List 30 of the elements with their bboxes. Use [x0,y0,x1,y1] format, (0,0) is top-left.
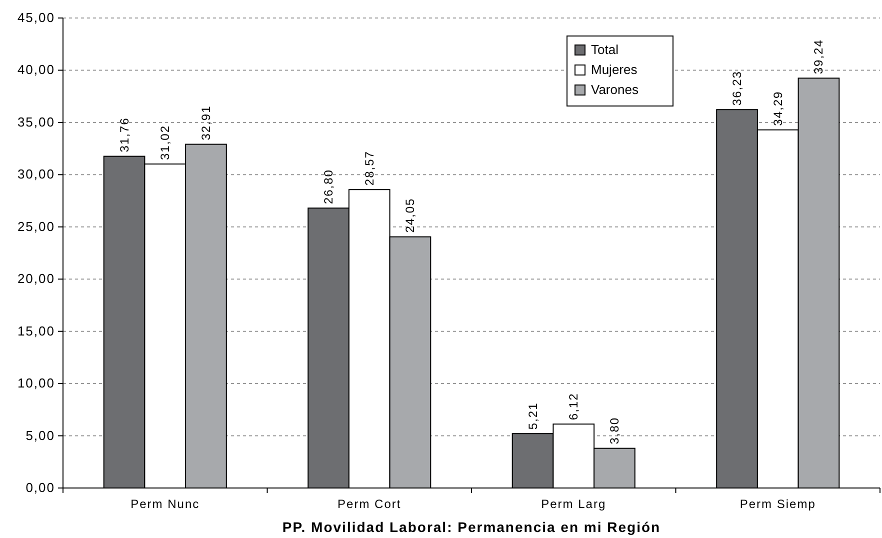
y-tick-label: 40,00 [17,62,55,78]
legend-label: Varones [591,82,639,97]
y-tick-label: 25,00 [17,218,55,234]
data-label: 3,80 [607,416,622,444]
y-tick-label: 30,00 [17,166,55,182]
data-label: 34,29 [770,90,785,126]
y-tick-label: 35,00 [17,114,55,130]
data-label: 31,76 [117,117,132,152]
y-tick-label: 15,00 [17,323,55,338]
data-label: 28,57 [362,150,376,186]
y-tick-label: 5,00 [26,428,55,443]
x-axis-title: PP. Movilidad Laboral: Permanencia en mi Región [282,519,661,535]
data-label: 39,24 [812,39,826,74]
x-tick-label: Perm Siemp [740,497,816,511]
legend-label: Total [591,42,619,57]
data-label: 31,02 [158,124,172,160]
y-tick-label: 45,00 [17,10,55,25]
data-label: 24,05 [403,198,418,233]
y-tick-label: 0,00 [26,480,55,495]
data-label: 32,91 [198,105,213,140]
y-tick-label: 20,00 [17,271,55,286]
data-label: 26,80 [322,169,336,204]
data-label: 6,12 [566,392,581,420]
x-tick-label: Perm Larg [541,497,606,511]
x-tick-label: Perm Cort [338,497,402,511]
data-label: 5,21 [526,402,540,430]
legend-label: Mujeres [591,62,638,77]
data-label: 36,23 [730,70,744,106]
y-tick-label: 10,00 [17,376,55,391]
x-tick-label: Perm Nunc [130,497,200,511]
